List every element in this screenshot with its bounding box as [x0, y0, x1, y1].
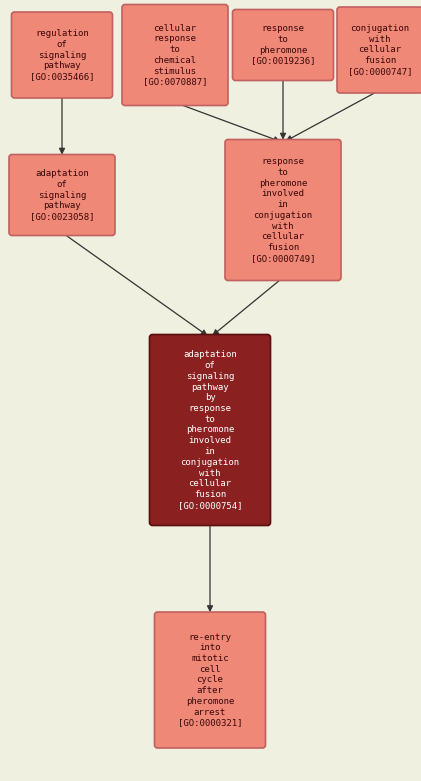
FancyBboxPatch shape [232, 9, 333, 80]
Text: regulation
of
signaling
pathway
[GO:0035466]: regulation of signaling pathway [GO:0035… [30, 29, 94, 81]
FancyBboxPatch shape [149, 334, 271, 526]
FancyBboxPatch shape [155, 612, 266, 748]
Text: response
to
pheromone
[GO:0019236]: response to pheromone [GO:0019236] [251, 24, 315, 66]
Text: adaptation
of
signaling
pathway
by
response
to
pheromone
involved
in
conjugation: adaptation of signaling pathway by respo… [178, 350, 242, 510]
Text: re-entry
into
mitotic
cell
cycle
after
pheromone
arrest
[GO:0000321]: re-entry into mitotic cell cycle after p… [178, 633, 242, 727]
Text: cellular
response
to
chemical
stimulus
[GO:0070887]: cellular response to chemical stimulus [… [143, 23, 207, 87]
FancyBboxPatch shape [11, 12, 112, 98]
FancyBboxPatch shape [225, 140, 341, 280]
Text: adaptation
of
signaling
pathway
[GO:0023058]: adaptation of signaling pathway [GO:0023… [30, 169, 94, 221]
FancyBboxPatch shape [9, 155, 115, 236]
Text: conjugation
with
cellular
fusion
[GO:0000747]: conjugation with cellular fusion [GO:000… [348, 24, 412, 76]
FancyBboxPatch shape [337, 7, 421, 93]
FancyBboxPatch shape [122, 5, 228, 105]
Text: response
to
pheromone
involved
in
conjugation
with
cellular
fusion
[GO:0000749]: response to pheromone involved in conjug… [251, 157, 315, 263]
